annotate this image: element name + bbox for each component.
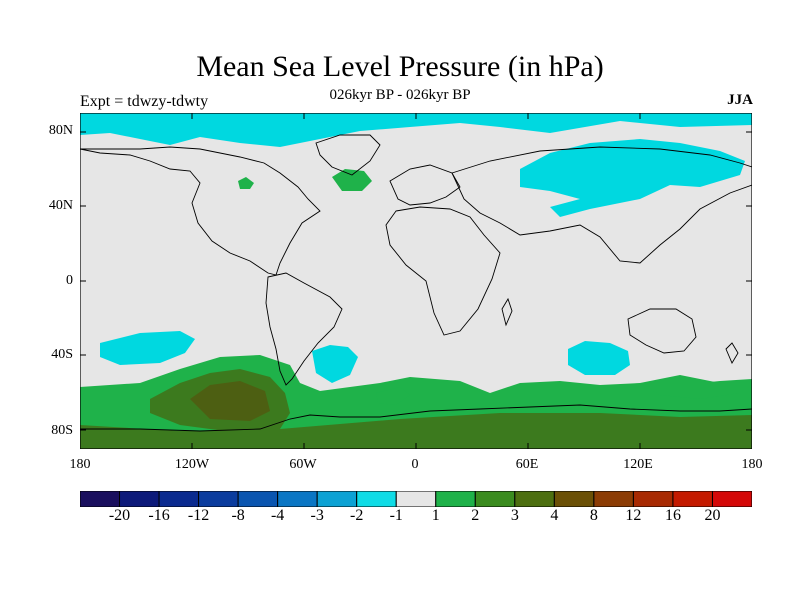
colorbar-swatch [80, 491, 121, 507]
lon-tick-180e: 180 [741, 457, 763, 472]
colorbar-swatch [553, 491, 595, 507]
colorbar-swatch [277, 491, 318, 507]
nh-small-green-patch [238, 177, 254, 189]
antarctic-darkgreen-band [80, 413, 752, 449]
pressure-map [80, 113, 752, 449]
colorbar-swatch [593, 491, 634, 507]
colorbar-label: -4 [270, 507, 285, 524]
period-label: 026kyr BP - 026kyr BP [329, 87, 471, 103]
colorbar-swatch [514, 491, 555, 507]
greenland-coast [315, 134, 381, 176]
indian-south-cyan-region [568, 341, 630, 375]
antarctica-coast [80, 404, 752, 432]
south-america-coast [265, 272, 343, 386]
europe-coast [389, 164, 461, 206]
colorbar-label: -16 [148, 507, 170, 524]
lat-tick-40n: 40N [48, 198, 73, 213]
negative-anomaly-regions [80, 113, 752, 383]
positive-anomaly-regions [80, 169, 752, 449]
madagascar-coast [501, 297, 513, 327]
australia-south-green-patch [640, 375, 740, 399]
colorbar-swatch [237, 491, 279, 507]
colorbar-swatch [316, 491, 358, 507]
pacific-south-cyan-region [100, 331, 195, 365]
colorbar-label: 12 [625, 507, 642, 524]
colorbar-label: 4 [550, 507, 559, 524]
colorbar-label: -2 [350, 507, 364, 524]
colorbar-label: 3 [510, 507, 519, 524]
colorbar-label: -8 [231, 507, 245, 524]
colorbar-swatch [119, 491, 160, 507]
coastlines [80, 134, 752, 432]
colorbar-label: 1 [431, 507, 440, 524]
lon-tick-180w: 180 [69, 457, 91, 472]
colorbar-swatch [198, 491, 239, 507]
pacific-olive-region [190, 381, 270, 421]
colorbar-label: 20 [704, 507, 721, 524]
siberia-cyan-region [520, 139, 745, 217]
lon-tick-120w: 120W [174, 457, 210, 472]
atlantic-sector-green-patch [376, 387, 410, 405]
lat-tick-80s: 80S [51, 423, 73, 438]
lon-tick-60e: 60E [515, 457, 539, 472]
lon-tick-60w: 60W [289, 457, 317, 472]
colorbar-label: 8 [589, 507, 598, 524]
chart-title: Mean Sea Level Pressure (in hPa) [196, 50, 604, 83]
map-ticks [80, 113, 752, 449]
australia-coast [627, 308, 697, 354]
lat-tick-40s: 40S [51, 347, 73, 362]
colorbar-label: -20 [108, 507, 131, 524]
lon-tick-0: 0 [411, 457, 419, 472]
colorbar-label: -3 [310, 507, 324, 524]
lat-tick-80n: 80N [48, 123, 73, 138]
colorbar-label: -12 [187, 507, 210, 524]
africa-coast [385, 206, 501, 336]
experiment-label: Expt = tdwzy-tdwty [80, 93, 209, 110]
colorbar-swatch [158, 491, 200, 507]
season-label: JJA [727, 92, 753, 108]
asia-coast [451, 146, 752, 264]
colorbar-swatch [356, 491, 397, 507]
colorbar-label: 2 [471, 507, 480, 524]
colorbar-label: -1 [389, 507, 403, 524]
atlantic-south-cyan-region [312, 345, 358, 383]
north-atlantic-green-patch [332, 169, 372, 191]
new-zealand-coast [725, 342, 739, 364]
colorbar-swatch [711, 491, 752, 507]
colorbar-swatch [474, 491, 516, 507]
lon-tick-120e: 120E [623, 457, 653, 472]
colorbar-swatch [435, 491, 476, 507]
colorbar [80, 491, 752, 507]
arctic-cyan-region [80, 113, 752, 147]
north-america-coast [80, 146, 321, 276]
lat-tick-0: 0 [66, 273, 73, 288]
colorbar-swatch [395, 491, 437, 507]
colorbar-swatch [632, 491, 674, 507]
colorbar-label: 16 [664, 507, 681, 524]
colorbar-swatch [672, 491, 713, 507]
